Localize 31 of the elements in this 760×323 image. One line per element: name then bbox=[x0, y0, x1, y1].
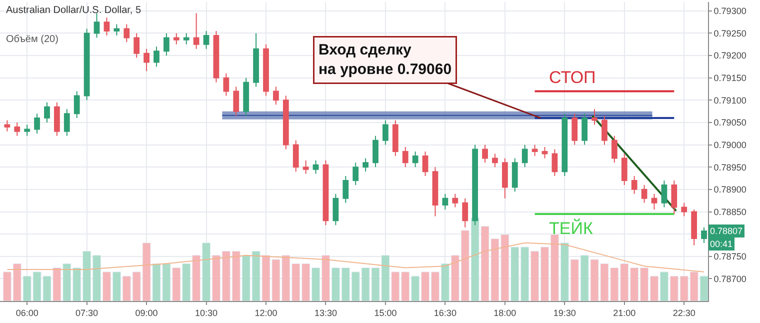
x-tick-label: 09:00 bbox=[135, 308, 158, 318]
y-tick-label: 0.79250 bbox=[714, 28, 746, 38]
y-tick-label: 0.79000 bbox=[714, 140, 746, 150]
y-tick-label: 0.79100 bbox=[714, 95, 746, 106]
x-tick-label: 10:30 bbox=[195, 308, 218, 318]
x-tick-label: 12:00 bbox=[254, 308, 278, 318]
x-tick-label: 15:00 bbox=[374, 308, 397, 318]
x-tick-label: 21:00 bbox=[613, 308, 636, 318]
y-tick-label: 0.79300 bbox=[714, 6, 746, 16]
series-label: ТЕЙК bbox=[549, 218, 593, 238]
text: 00:41 bbox=[710, 239, 733, 249]
annotation: 0.78807 bbox=[710, 226, 743, 236]
x-tick-label: 06:00 bbox=[16, 308, 38, 318]
y-tick-label: 0.78750 bbox=[714, 252, 746, 262]
series-label: СТОП bbox=[549, 68, 596, 87]
y-tick-label: 0.79050 bbox=[714, 118, 746, 128]
x-tick-label: 22:30 bbox=[672, 308, 696, 318]
chart-title: Australian Dollar/U.S. Dollar, 5 bbox=[6, 5, 142, 16]
text: Объём (20) bbox=[6, 34, 58, 45]
y-tick-label: 0.79150 bbox=[714, 73, 746, 84]
y-tick-label: 0.78950 bbox=[714, 162, 746, 172]
x-tick-label: 13:30 bbox=[314, 308, 337, 318]
x-tick-label: 18:00 bbox=[494, 308, 516, 318]
y-tick-label: 0.78850 bbox=[714, 206, 746, 217]
y-tick-label: 0.79200 bbox=[714, 50, 746, 61]
y-tick-label: 0.78700 bbox=[714, 274, 746, 284]
annotation: Вход сделку на уровне 0.79060 bbox=[318, 42, 452, 78]
x-tick-label: 16:30 bbox=[434, 308, 456, 318]
x-tick-label: 19:30 bbox=[553, 308, 576, 318]
x-tick-label: 07:30 bbox=[76, 308, 98, 318]
y-tick-label: 0.78900 bbox=[714, 184, 746, 195]
